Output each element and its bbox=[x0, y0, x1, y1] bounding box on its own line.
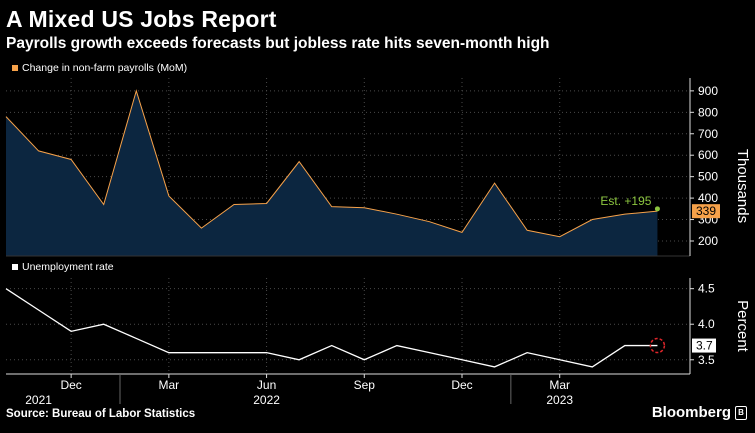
payroll-legend-swatch bbox=[12, 65, 18, 71]
x-tick-label: Dec bbox=[451, 378, 472, 392]
payroll-line bbox=[5, 89, 658, 238]
x-tick-label: Sep bbox=[354, 378, 376, 392]
payroll-y-tick-label: 500 bbox=[698, 170, 718, 184]
payroll-y-tick-label: 400 bbox=[698, 191, 718, 205]
x-tick-label: Jun bbox=[257, 378, 276, 392]
payroll-last-value-box bbox=[692, 204, 720, 219]
unemployment-y-tick-label: 4.5 bbox=[698, 282, 715, 296]
x-year-label: 2022 bbox=[253, 393, 280, 404]
chart-area: Est. +195 200 300 400 500 600 700 800 900 339 Thou… bbox=[0, 56, 755, 409]
unemployment-y-tick-label: 4.0 bbox=[698, 317, 715, 331]
chart-title: A Mixed US Jobs Report bbox=[6, 6, 277, 32]
estimate-marker bbox=[654, 206, 660, 212]
x-tick-label: Mar bbox=[159, 378, 180, 392]
estimate-label: Est. +195 bbox=[600, 194, 651, 208]
payroll-y-tick-label: 900 bbox=[698, 84, 718, 98]
unemployment-y-tick-label: 3.5 bbox=[698, 353, 715, 367]
unemployment-line bbox=[5, 288, 658, 368]
unemployment-legend-swatch bbox=[12, 264, 18, 270]
payroll-legend-label: Change in non-farm payrolls (MoM) bbox=[22, 62, 187, 74]
x-year-label: 2021 bbox=[25, 393, 52, 404]
payroll-y-tick-label: 800 bbox=[698, 105, 718, 119]
unemployment-last-value-label: 3.7 bbox=[696, 339, 713, 353]
unemployment-legend-label: Unemployment rate bbox=[22, 261, 114, 273]
payroll-y-axis-title: Thousands bbox=[734, 149, 751, 223]
unemployment-y-axis-title: Percent bbox=[734, 300, 751, 353]
brand-logo: Bloomberg B bbox=[652, 404, 747, 421]
x-year-label: 2023 bbox=[546, 393, 573, 404]
brand-name: Bloomberg bbox=[651, 404, 731, 421]
x-tick-label: Dec bbox=[60, 378, 81, 392]
brand-icon: B bbox=[735, 405, 747, 420]
payroll-y-tick-label: 200 bbox=[698, 234, 718, 248]
payroll-y-tick-label: 600 bbox=[698, 148, 718, 162]
unemployment-highlight-circle bbox=[649, 337, 666, 354]
chart-subtitle: Payrolls growth exceeds forecasts but jo… bbox=[6, 35, 550, 52]
unemployment-last-value-box bbox=[692, 338, 716, 353]
payroll-area bbox=[6, 90, 658, 257]
source-note: Source: Bureau of Labor Statistics bbox=[6, 408, 196, 420]
payroll-y-tick-label: 700 bbox=[698, 127, 718, 141]
x-tick-label: Mar bbox=[549, 378, 570, 392]
payroll-last-value-label: 339 bbox=[696, 204, 716, 218]
